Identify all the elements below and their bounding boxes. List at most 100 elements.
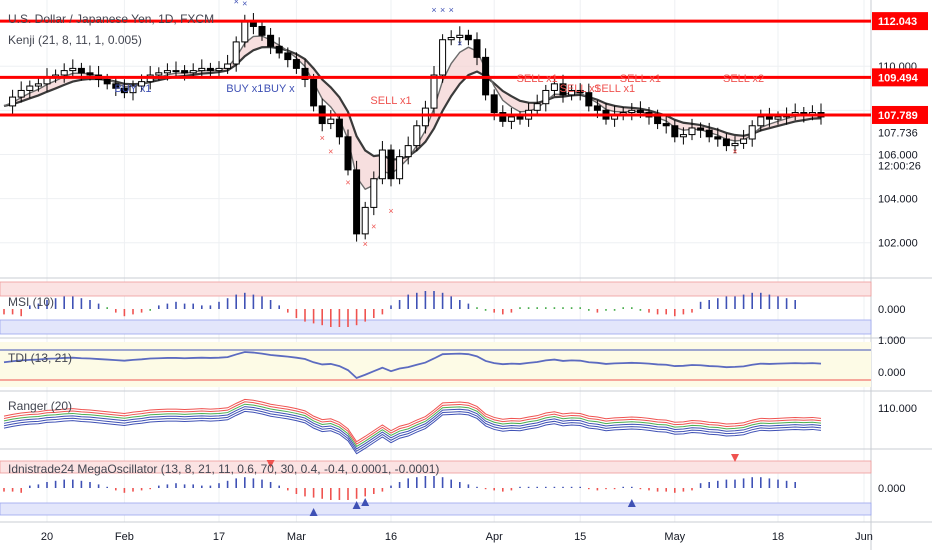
candle-body <box>301 67 309 80</box>
mega-title: Idnistrade24 MegaOscillator (13, 8, 21, … <box>8 462 439 476</box>
candle-body <box>722 138 730 147</box>
candle-body <box>576 89 584 94</box>
candle-body <box>593 105 601 111</box>
candle-body <box>697 127 705 131</box>
date-tick-label: 17 <box>213 531 225 543</box>
indicator-bands <box>0 281 872 516</box>
signal-marker: × <box>371 221 376 231</box>
mega-buy-arrow <box>309 508 318 516</box>
tdi-line <box>3 351 822 380</box>
candle-body <box>310 78 318 107</box>
candle-body <box>516 116 524 120</box>
date-tick-label: May <box>664 531 685 543</box>
signal-marker: × <box>732 146 737 156</box>
mega-buy-arrow <box>627 499 636 507</box>
mega-sell-arrow <box>731 454 739 462</box>
signal-marker: × <box>345 177 350 187</box>
buy-signal-label: BUY x <box>264 83 295 95</box>
candle-body <box>292 59 300 69</box>
mega-sell-arrow <box>266 460 275 468</box>
candle-body <box>361 206 369 235</box>
candle-body <box>241 21 249 43</box>
candle-body <box>249 21 257 27</box>
candle-body <box>387 149 395 180</box>
candle-body <box>550 83 558 91</box>
candle-body <box>662 123 670 127</box>
price-badge <box>872 12 928 31</box>
candle-body <box>568 89 576 96</box>
candle-body <box>370 178 378 208</box>
signal-marker: × <box>431 5 436 15</box>
candle-body <box>585 92 593 107</box>
candle-body <box>636 109 644 114</box>
candle-body <box>490 94 498 114</box>
candle-body <box>499 112 507 122</box>
sell-signal-label: SELL x1 <box>594 83 635 95</box>
candle-body <box>464 34 472 41</box>
msi-tick-label: 0.000 <box>878 304 906 316</box>
signal-marker: × <box>234 0 239 6</box>
date-axis: 20 Feb 17 Mar 16 Apr 15 May 18 Jun <box>41 531 873 543</box>
candle-body <box>172 70 180 73</box>
candle-body <box>774 116 782 120</box>
candle-body <box>447 37 455 41</box>
price-badge-label: 107.789 <box>878 110 918 122</box>
candle-body <box>120 87 128 94</box>
date-tick-label: Mar <box>287 531 306 543</box>
candle-body <box>559 83 567 96</box>
mega-tick-label: 0.000 <box>878 483 906 495</box>
price-tick-label: 102.000 <box>878 238 918 250</box>
candle-body <box>378 149 386 180</box>
signal-marker: × <box>328 146 333 156</box>
candle-body <box>275 45 283 54</box>
ranger-line <box>3 401 822 445</box>
candle-body <box>344 136 352 171</box>
candle-body <box>396 156 404 180</box>
price-badge <box>872 105 928 124</box>
candle-body <box>507 116 515 122</box>
candle-body <box>258 25 266 36</box>
tdi-tick-label: 0.000 <box>878 367 906 379</box>
mega-buy-arrow <box>352 501 361 509</box>
candle-body <box>69 67 77 72</box>
price-badge-label: 112.043 <box>878 16 917 28</box>
candle-body <box>714 136 722 140</box>
mega-lower-band <box>0 502 872 516</box>
candle-body <box>267 34 275 47</box>
candle-body <box>206 67 214 72</box>
ranger-line <box>3 398 822 443</box>
signal-marker: × <box>449 5 454 15</box>
tdi-tick-label: 1.000 <box>878 335 906 347</box>
signal-marker: × <box>440 5 445 15</box>
msi-upper-band <box>0 281 872 297</box>
candle-body <box>327 118 335 125</box>
fast-average-line <box>3 35 822 191</box>
buy-signal-label: BUY x1 <box>226 83 263 95</box>
price-tick-label: 107.736 <box>878 127 918 139</box>
candle-body <box>542 89 550 105</box>
candle-body <box>189 70 197 74</box>
candle-body <box>705 129 713 138</box>
ranger-tick-label: 110.000 <box>878 403 917 415</box>
indicator-title: Kenji (21, 8, 11, 1, 0.005) <box>8 33 142 47</box>
candle-body <box>86 72 94 76</box>
horizontal-levels <box>0 19 871 117</box>
price-tick-label: 104.000 <box>878 194 918 206</box>
sub-panes <box>3 291 822 516</box>
ranger-line <box>3 406 822 450</box>
candle-body <box>456 34 464 39</box>
candle-body <box>112 83 120 89</box>
signal-marker: × <box>457 38 462 48</box>
candle-body <box>155 72 163 76</box>
candle-body <box>628 109 636 114</box>
tdi-title: TDI (13, 21) <box>8 351 72 365</box>
slow-average-line <box>3 45 822 161</box>
sell-signal-label: SELL x1 <box>560 83 601 95</box>
ranger-line <box>3 408 822 452</box>
candle-body <box>77 67 85 74</box>
candle-body <box>60 70 68 76</box>
candle-body <box>533 103 541 111</box>
